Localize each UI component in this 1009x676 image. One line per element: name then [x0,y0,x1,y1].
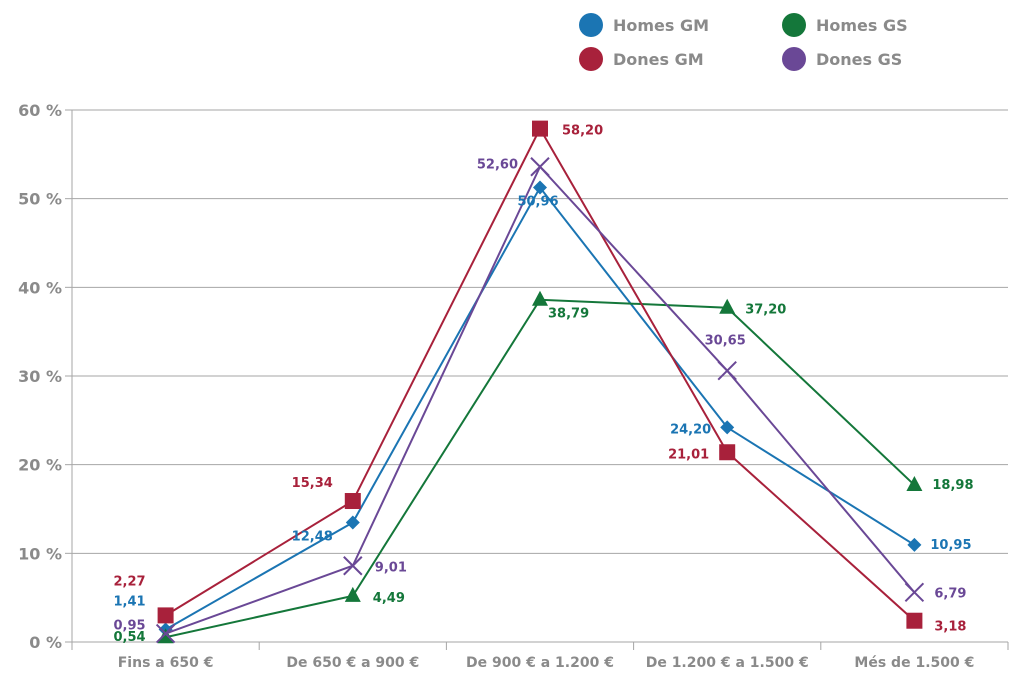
data-label: 52,60 [477,158,518,173]
legend-label: Dones GS [816,50,902,69]
y-tick-label: 60 % [18,101,62,120]
x-tick-label: Més de 1.500 € [854,655,974,671]
data-label: 10,95 [930,538,971,553]
legend-swatch [579,47,603,71]
legend-swatch [579,13,603,37]
data-label: 4,49 [373,591,405,606]
series-dones-gm [157,120,923,629]
y-tick-label: 40 % [18,278,62,297]
data-label: 15,34 [292,476,333,491]
data-point-triangle [344,586,361,602]
data-label: 1,41 [114,594,146,609]
y-axis-ticks: 0 % 10 % 20 % 30 % 40 % 50 % 60 % [18,101,62,652]
data-label: 37,20 [745,303,786,318]
grid-lines [72,109,1008,554]
data-point-diamond [345,515,360,530]
axes [65,109,1009,650]
data-point-cross [343,556,363,576]
data-label: 3,18 [934,620,966,635]
x-axis-ticks: Fins a 650 € De 650 € a 900 € De 900 € a 1… [118,655,975,671]
legend-item: Homes GM [579,13,709,37]
data-point-square [532,120,548,137]
data-label: 58,20 [562,124,603,139]
data-point-cross [717,360,737,381]
x-tick-label: Fins a 650 € [118,655,214,671]
legend-item: Dones GS [782,47,902,71]
legend-swatch [782,13,806,37]
data-label: 21,01 [668,447,709,462]
data-point-triangle [906,476,923,492]
legend-item: Dones GM [579,47,704,71]
data-point-square [906,612,923,629]
data-label: 24,20 [670,422,711,437]
data-point-cross [530,157,550,177]
data-point-cross [904,582,925,603]
y-tick-label: 30 % [18,367,62,386]
data-label: 2,27 [114,574,146,589]
data-point-square [719,444,736,461]
series-dones-gs [155,157,925,644]
data-label: 0,95 [114,619,146,634]
legend-label: Homes GS [816,16,908,35]
x-tick-label: De 900 € a 1.200 € [466,655,614,671]
legend-label: Homes GM [613,16,709,35]
data-labels-group: 1,41 12,48 50,96 24,20 10,95 0,54 4,49 38,79 37,… [114,124,974,646]
data-label: 50,96 [517,194,558,209]
y-tick-label: 20 % [18,456,62,475]
data-point-diamond [720,420,735,435]
legend-item: Homes GS [782,13,908,37]
data-point-triangle [532,290,548,306]
series-line [165,164,916,635]
data-point-triangle [719,298,736,314]
data-point-cross [155,623,176,644]
data-point-diamond [533,180,547,195]
y-tick-label: 0 % [29,633,62,652]
series-line [165,298,916,639]
legend-swatch [782,47,806,71]
data-label: 18,98 [932,478,973,493]
data-label: 9,01 [375,561,407,576]
data-label: 6,79 [934,586,966,601]
x-tick-label: De 650 € a 900 € [286,655,419,671]
data-label: 12,48 [292,529,333,544]
data-point-square [157,607,174,624]
data-label: 30,65 [705,334,746,349]
data-point-triangle [157,628,174,644]
y-tick-label: 50 % [18,190,62,209]
series-group [155,120,925,644]
y-tick-label: 10 % [18,544,62,563]
series-homes-gm [158,180,922,637]
data-point-square [344,493,361,510]
series-homes-gs [157,290,923,644]
data-label: 38,79 [548,307,589,322]
data-point-diamond [907,537,922,552]
legend-label: Dones GM [613,50,704,69]
series-line [165,185,915,631]
legend: Homes GM Homes GS Dones GM Dones GS [579,13,908,71]
x-tick-label: De 1.200 € a 1.500 € [646,655,809,671]
data-label: 0,54 [114,630,146,645]
